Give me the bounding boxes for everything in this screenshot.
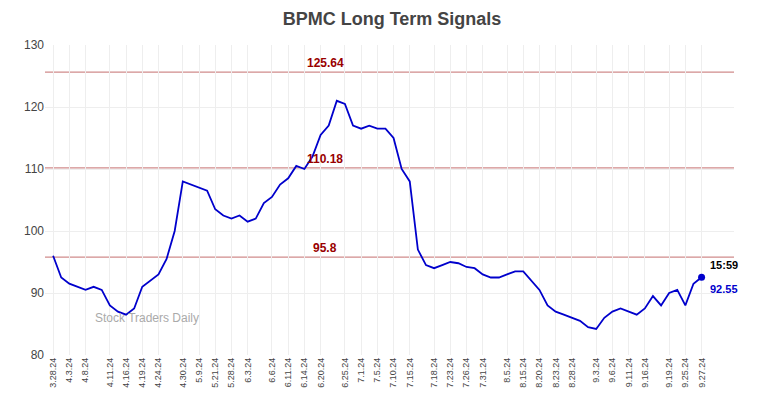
svg-text:5.21.24: 5.21.24: [210, 358, 220, 388]
svg-text:9.16.24: 9.16.24: [640, 358, 650, 388]
svg-text:110.18: 110.18: [307, 152, 343, 166]
svg-text:120: 120: [24, 100, 44, 114]
svg-text:7.26.24: 7.26.24: [461, 358, 471, 388]
svg-text:92.55: 92.55: [710, 283, 738, 295]
svg-text:8.28.24: 8.28.24: [567, 358, 577, 388]
svg-text:4.30.24: 4.30.24: [178, 358, 188, 388]
svg-text:7.18.24: 7.18.24: [429, 358, 439, 388]
svg-text:5.9.24: 5.9.24: [194, 358, 204, 383]
svg-text:Stock Traders Daily: Stock Traders Daily: [95, 311, 199, 325]
svg-text:4.3.24: 4.3.24: [64, 358, 74, 383]
svg-text:5.28.24: 5.28.24: [226, 358, 236, 388]
svg-text:7.15.24: 7.15.24: [405, 358, 415, 388]
svg-text:8.23.24: 8.23.24: [551, 358, 561, 388]
svg-text:9.11.24: 9.11.24: [624, 358, 634, 387]
svg-text:4.16.24: 4.16.24: [121, 358, 131, 388]
svg-text:8.20.24: 8.20.24: [534, 358, 544, 388]
svg-text:4.19.24: 4.19.24: [137, 358, 147, 388]
svg-text:125.64: 125.64: [307, 56, 344, 70]
svg-text:6.6.24: 6.6.24: [267, 358, 277, 383]
svg-text:9.25.24: 9.25.24: [680, 358, 690, 388]
svg-text:7.5.24: 7.5.24: [372, 358, 382, 383]
svg-text:7.23.24: 7.23.24: [445, 358, 455, 388]
svg-text:130: 130: [24, 38, 44, 52]
svg-text:80: 80: [31, 348, 45, 362]
svg-text:7.31.24: 7.31.24: [478, 358, 488, 388]
svg-text:7.10.24: 7.10.24: [388, 358, 398, 388]
svg-text:9.27.24: 9.27.24: [697, 358, 707, 388]
svg-text:BPMC Long Term Signals: BPMC Long Term Signals: [283, 9, 502, 29]
svg-text:8.15.24: 8.15.24: [518, 358, 528, 388]
svg-text:6.14.24: 6.14.24: [299, 358, 309, 388]
svg-text:4.8.24: 4.8.24: [80, 358, 90, 383]
svg-text:100: 100: [24, 224, 44, 238]
svg-text:90: 90: [31, 286, 45, 300]
svg-text:8.5.24: 8.5.24: [502, 358, 512, 383]
svg-text:9.3.24: 9.3.24: [591, 358, 601, 383]
svg-text:6.11.24: 6.11.24: [283, 358, 293, 387]
svg-text:15:59: 15:59: [710, 259, 738, 271]
svg-text:95.8: 95.8: [313, 241, 337, 255]
svg-text:4.11.24: 4.11.24: [105, 358, 115, 387]
svg-text:3.28.24: 3.28.24: [48, 358, 58, 388]
svg-text:4.24.24: 4.24.24: [153, 358, 163, 388]
svg-text:6.3.24: 6.3.24: [243, 358, 253, 383]
svg-text:9.19.24: 9.19.24: [664, 358, 674, 388]
svg-text:7.1.24: 7.1.24: [356, 358, 366, 383]
svg-text:110: 110: [25, 162, 44, 176]
svg-text:6.20.24: 6.20.24: [316, 358, 326, 388]
svg-text:9.6.24: 9.6.24: [607, 358, 617, 383]
svg-text:6.25.24: 6.25.24: [340, 358, 350, 388]
